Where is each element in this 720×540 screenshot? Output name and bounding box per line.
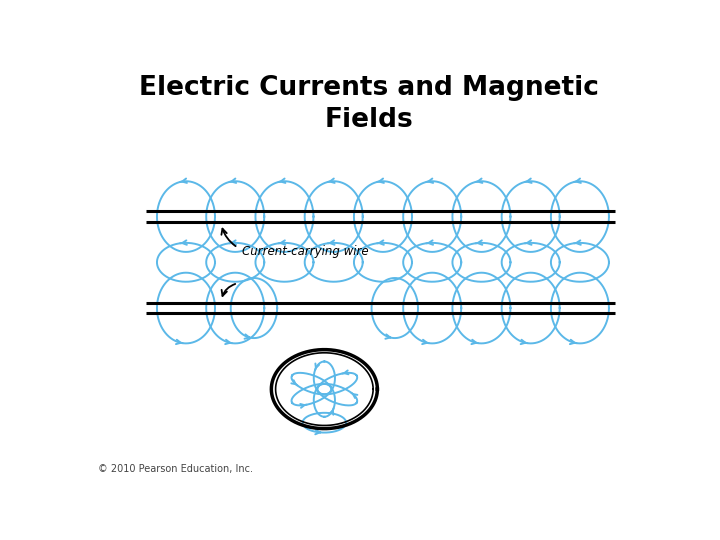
Text: Electric Currents and Magnetic
Fields: Electric Currents and Magnetic Fields [139, 75, 599, 133]
Text: © 2010 Pearson Education, Inc.: © 2010 Pearson Education, Inc. [99, 464, 253, 474]
Text: Current-carrying wire: Current-carrying wire [242, 245, 369, 259]
